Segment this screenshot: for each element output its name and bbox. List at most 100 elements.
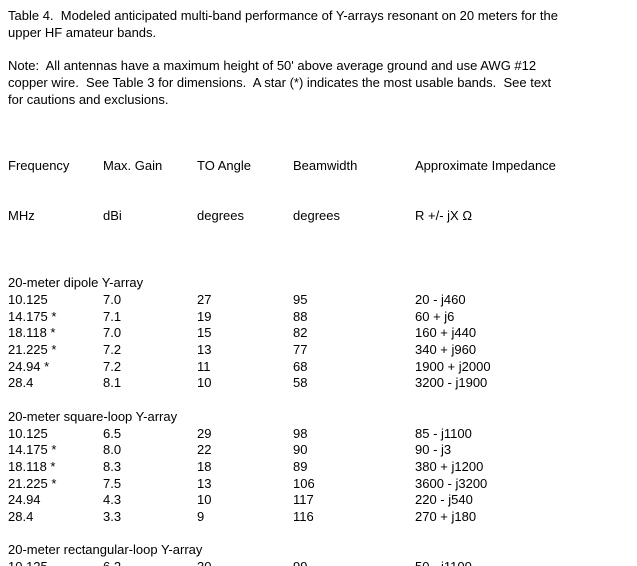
table-cell: 14.175 * [8, 308, 57, 324]
table-cell: 10 [197, 375, 212, 391]
table-cell: 30 [197, 559, 293, 566]
table-cell: 220 - j540 [415, 492, 473, 508]
table-row: 24.94 4.3 10 117 220 - j540 [8, 492, 629, 509]
col-header-frequency: Frequency MHz [8, 125, 103, 259]
table-cell: 13 [197, 475, 212, 491]
col-header-impedance: Approximate Impedance R +/- jX Ω [415, 125, 629, 259]
col-header-beamwidth: Beamwidth degrees [293, 125, 415, 259]
table-cell: 88 [293, 308, 308, 324]
table-cell: 21.225 * [8, 475, 57, 491]
section-title: 20-meter square-loop Y-array [8, 408, 178, 424]
table-section: 20-meter square-loop Y-array 10.125 6.5 29 9… [8, 409, 629, 526]
table-cell: 13 [197, 342, 212, 358]
table-cell: 8.1 [103, 375, 122, 391]
table-sections: 20-meter dipole Y-array 10.125 7.0 27 95 20 -… [8, 275, 629, 566]
table-row: 18.118 * 7.0 15 82 160 + j440 [8, 325, 629, 342]
table-cell: 160 + j440 [415, 325, 477, 341]
table-row: 14.175 * 8.0 22 90 90 - j3 [8, 442, 629, 459]
table-cell: 18.118 * [8, 325, 56, 341]
table-cell: 95 [293, 291, 308, 307]
table-cell: 18 [197, 458, 212, 474]
table-cell: 58 [293, 375, 308, 391]
table-cell: 7.0 [103, 291, 122, 307]
section-title: 20-meter rectangular-loop Y-array [8, 542, 203, 558]
table-cell: 24.94 * [8, 358, 50, 374]
col-header-to-angle-line1: TO Angle [197, 158, 251, 174]
col-header-beamwidth-line2: degrees [293, 208, 340, 224]
table-cell: 380 + j1200 [415, 458, 484, 474]
table-cell: 116 [293, 509, 314, 525]
table-cell: 7.1 [103, 308, 122, 324]
table-cell: 29 [197, 425, 212, 441]
table-cell: 10 [197, 492, 212, 508]
table-cell: 98 [293, 425, 308, 441]
table-row: 10.125 6.5 29 98 85 - j1100 [8, 426, 629, 443]
table-cell: 6.2 [103, 559, 197, 566]
table-cell: 10.125 [8, 425, 48, 441]
table-cell: 82 [293, 325, 308, 341]
table-cell: 60 + j6 [415, 308, 455, 324]
table-cell: 18.118 * [8, 458, 56, 474]
col-header-max-gain-line2: dBi [103, 208, 122, 224]
note-paragraph: Note: All antennas have a maximum height… [8, 58, 552, 107]
table-section: 20-meter dipole Y-array 10.125 7.0 27 95 20 -… [8, 275, 629, 392]
table-cell: 19 [197, 308, 212, 324]
table-cell: 89 [293, 458, 308, 474]
table-caption: Table 4. Modeled anticipated multi-band … [8, 8, 558, 40]
table-cell: 8.0 [103, 442, 122, 458]
table-row: 21.225 * 7.2 13 77 340 + j960 [8, 342, 629, 359]
table-cell: 15 [197, 325, 212, 341]
table-row: 28.4 8.1 10 58 3200 - j1900 [8, 375, 629, 392]
table-cell: 7.2 [103, 342, 122, 358]
table-cell: 99 [293, 559, 415, 566]
table-cell: 28.4 [8, 375, 34, 391]
section-title: 20-meter dipole Y-array [8, 275, 144, 291]
table-cell: 10.125 [8, 559, 103, 566]
table-cell: 22 [197, 442, 212, 458]
table-cell: 21.225 * [8, 342, 57, 358]
table-cell: 4.3 [103, 492, 122, 508]
table-cell: 90 - j3 [415, 442, 452, 458]
table-cell: 10.125 [8, 291, 48, 307]
table-cell: 1900 + j2000 [415, 358, 491, 374]
table-row: 10.125 7.0 27 95 20 - j460 [8, 292, 629, 309]
table-cell: 11 [197, 358, 211, 374]
table-cell: 27 [197, 291, 212, 307]
col-header-frequency-line2: MHz [8, 208, 35, 224]
col-header-max-gain: Max. Gain dBi [103, 125, 197, 259]
column-headers: Frequency MHz Max. Gain dBi TO Angle deg… [8, 125, 629, 259]
table-cell: 7.2 [103, 358, 122, 374]
table-cell: 106 [293, 475, 315, 491]
table-cell: 7.5 [103, 475, 122, 491]
table-cell: 77 [293, 342, 308, 358]
table-cell: 9 [197, 509, 205, 525]
table-cell: 14.175 * [8, 442, 57, 458]
col-header-beamwidth-line1: Beamwidth [293, 158, 358, 174]
col-header-to-angle-line2: degrees [197, 208, 244, 224]
table-cell: 50 - j1100 [415, 559, 629, 566]
table-cell: 90 [293, 442, 308, 458]
table-cell: 3.3 [103, 509, 122, 525]
table-row: 28.4 3.3 9 116 270 + j180 [8, 509, 629, 526]
table-cell: 7.0 [103, 325, 122, 341]
col-header-frequency-line1: Frequency [8, 158, 70, 174]
table-cell: 117 [293, 492, 314, 508]
table-section: 20-meter rectangular-loop Y-array10.1256… [8, 542, 629, 566]
table-cell: 20 - j460 [415, 291, 466, 307]
table-cell: 270 + j180 [415, 509, 477, 525]
table-cell: 68 [293, 358, 308, 374]
table-cell: 28.4 [8, 509, 34, 525]
table-cell: 24.94 [8, 492, 41, 508]
table-row: 18.118 * 8.3 18 89 380 + j1200 [8, 459, 629, 476]
table-cell: 6.5 [103, 425, 122, 441]
table-cell: 8.3 [103, 458, 122, 474]
col-header-impedance-line2: R +/- jX Ω [415, 208, 473, 224]
col-header-impedance-line1: Approximate Impedance [415, 158, 556, 174]
table-row: 21.225 * 7.5 13 106 3600 - j3200 [8, 476, 629, 493]
table-cell: 3600 - j3200 [415, 475, 488, 491]
col-header-max-gain-line1: Max. Gain [103, 158, 163, 174]
table-cell: 340 + j960 [415, 342, 477, 358]
table-cell: 3200 - j1900 [415, 375, 488, 391]
